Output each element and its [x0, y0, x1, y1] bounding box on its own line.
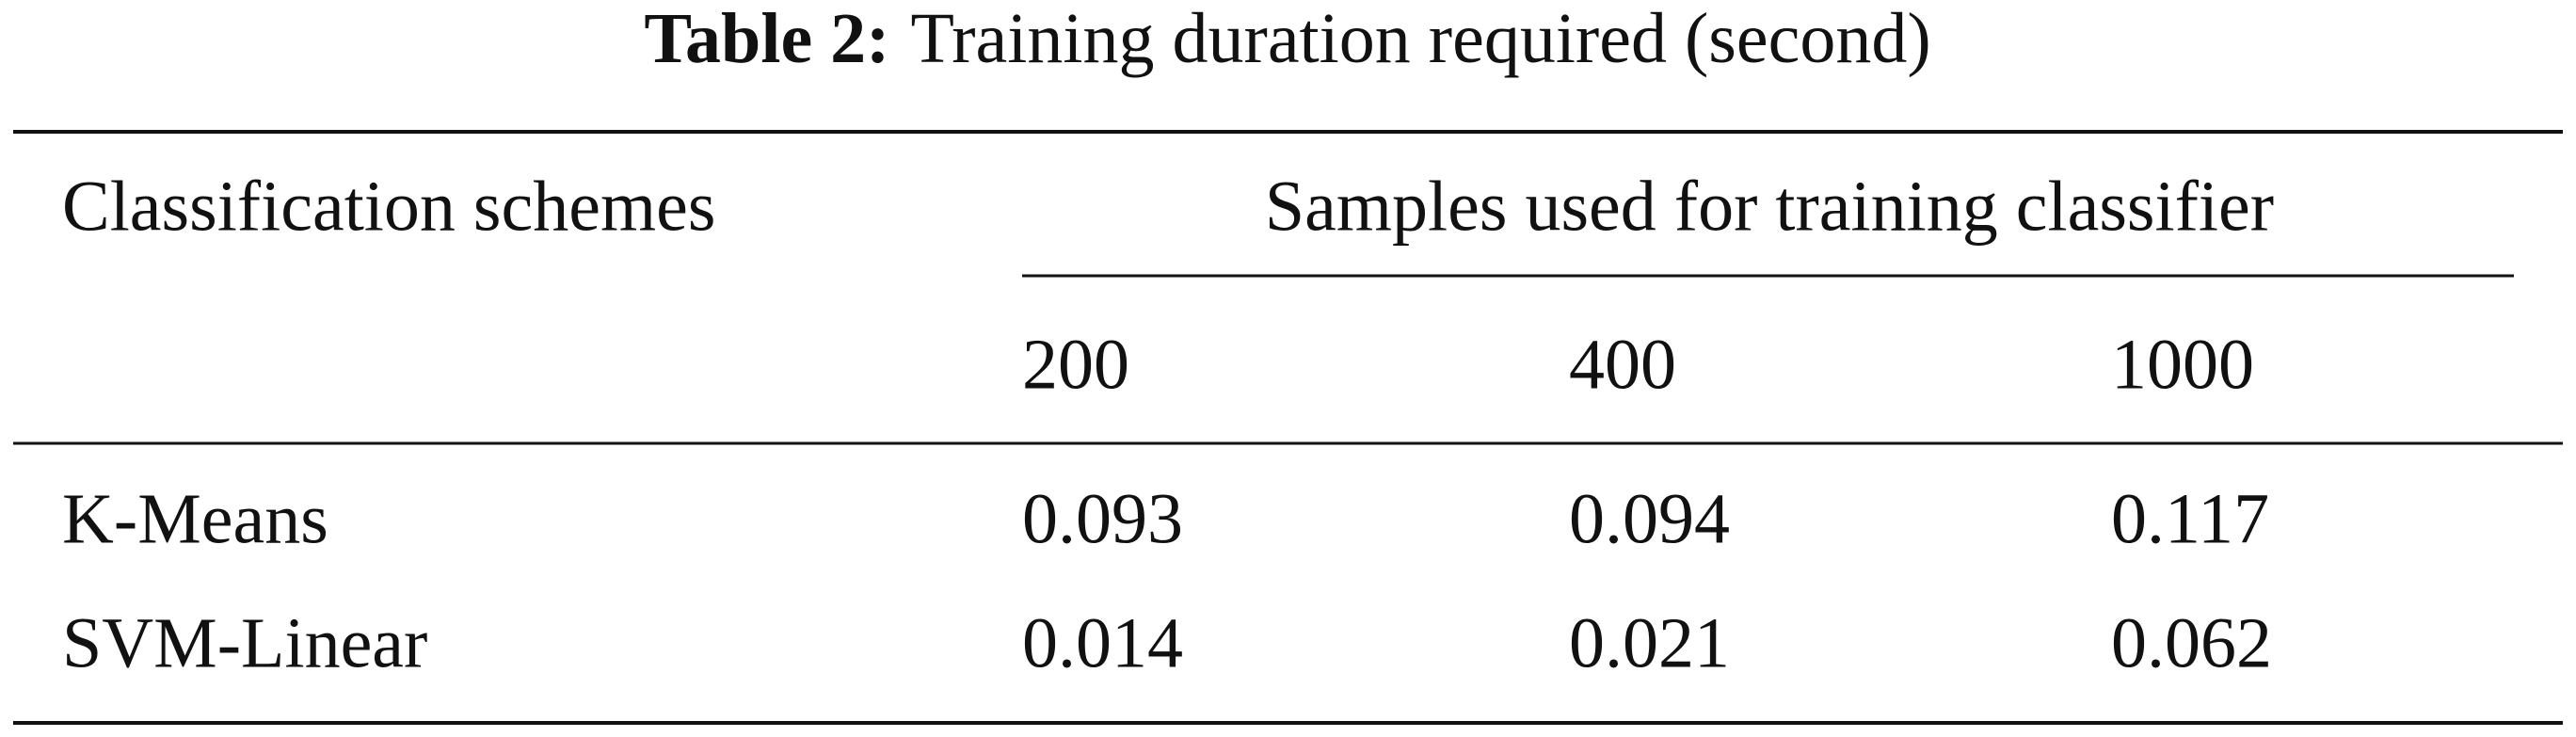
table-caption: Table 2: Training duration required (seco… [644, 0, 1930, 78]
row-label-header: Classification schemes [62, 167, 715, 246]
cell: 0.021 [1569, 603, 1730, 682]
cell: 0.093 [1022, 479, 1183, 558]
caption-label: Table 2: [644, 0, 889, 78]
cell: 0.062 [2111, 603, 2272, 682]
column-header: 1000 [2111, 325, 2254, 404]
cell: 0.014 [1022, 603, 1183, 682]
row-label: SVM-Linear [62, 603, 427, 682]
cell: 0.094 [1569, 479, 1730, 558]
row-label: K-Means [62, 479, 328, 558]
column-header: 400 [1569, 325, 1676, 404]
column-header: 200 [1022, 325, 1129, 404]
group-header: Samples used for training classifier [1265, 167, 2274, 246]
caption-text: Training duration required (second) [910, 0, 1930, 78]
cell: 0.117 [2111, 479, 2269, 558]
